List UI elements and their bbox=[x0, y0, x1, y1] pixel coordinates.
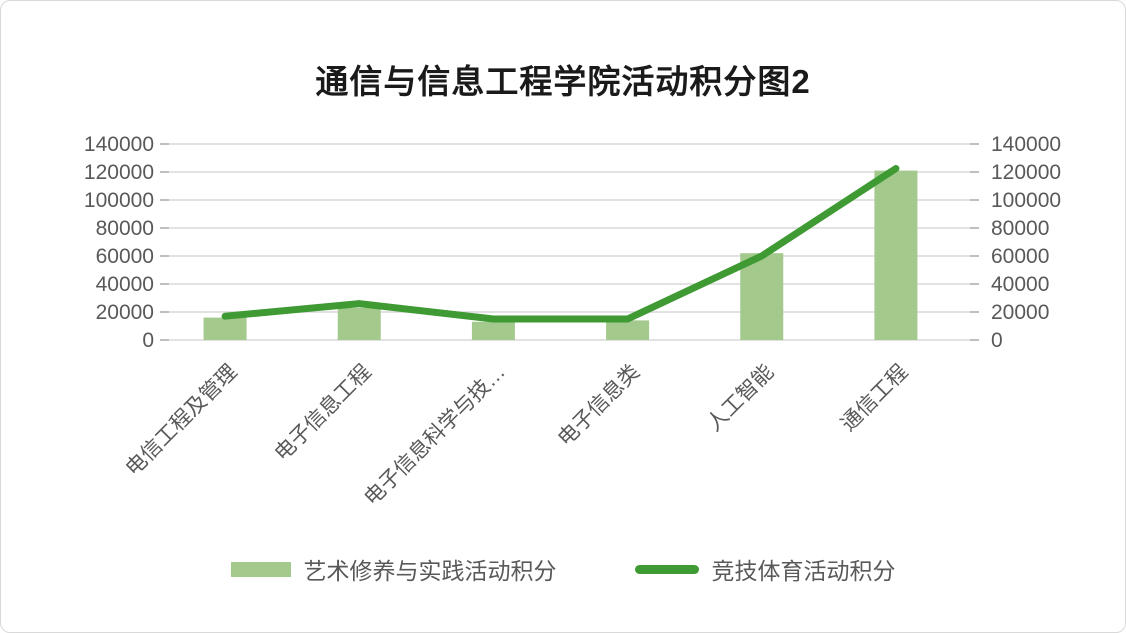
category-label-3: 电子信息类 bbox=[554, 360, 645, 451]
right-axis-tick-label: 80000 bbox=[991, 217, 1049, 240]
right-axis-tick-label: 40000 bbox=[991, 273, 1049, 296]
bar-series-label: 艺术修养与实践活动积分 bbox=[303, 558, 557, 584]
bar-series-swatch bbox=[230, 561, 291, 577]
left-axis-tick-label: 60000 bbox=[96, 245, 154, 268]
legend: 艺术修养与实践活动积分 竞技体育活动积分 bbox=[1, 552, 1125, 586]
category-label-1: 电子信息工程 bbox=[270, 360, 375, 465]
category-label-2: 电子信息科学与技… bbox=[360, 360, 510, 510]
category-label-5: 通信工程 bbox=[837, 360, 913, 436]
line-series-label: 竞技体育活动积分 bbox=[711, 558, 896, 584]
bar-2 bbox=[471, 321, 515, 340]
category-label-4: 人工智能 bbox=[703, 360, 779, 436]
right-axis-tick-label: 120000 bbox=[991, 161, 1061, 184]
bar-0 bbox=[203, 317, 247, 340]
right-axis-tick-label: 100000 bbox=[991, 189, 1061, 212]
bar-1 bbox=[337, 307, 381, 340]
line-series bbox=[221, 165, 900, 323]
left-axis-tick-label: 20000 bbox=[96, 301, 154, 324]
right-axis-tick-label: 20000 bbox=[991, 301, 1049, 324]
legend-item-bar-series: 艺术修养与实践活动积分 bbox=[230, 552, 557, 586]
legend-item-line-series: 竞技体育活动积分 bbox=[634, 552, 896, 586]
left-axis-tick-label: 100000 bbox=[84, 189, 154, 212]
left-axis-tick-label: 40000 bbox=[96, 273, 154, 296]
left-axis-tick-label: 80000 bbox=[96, 217, 154, 240]
line-series-swatch bbox=[634, 564, 699, 574]
bar-3 bbox=[606, 320, 650, 340]
chart-title: 通信与信息工程学院活动积分图2 bbox=[315, 63, 811, 100]
left-axis-tick-label: 120000 bbox=[84, 161, 154, 184]
right-axis-tick-label: 0 bbox=[991, 329, 1003, 352]
category-label-0: 电信工程及管理 bbox=[121, 360, 241, 480]
left-axis-tick-label: 140000 bbox=[84, 133, 154, 156]
bar-5 bbox=[874, 170, 918, 340]
right-axis-tick-label: 140000 bbox=[991, 133, 1061, 156]
right-axis-tick-label: 60000 bbox=[991, 245, 1049, 268]
bar-4 bbox=[740, 253, 784, 340]
left-axis-tick-label: 0 bbox=[142, 329, 154, 352]
